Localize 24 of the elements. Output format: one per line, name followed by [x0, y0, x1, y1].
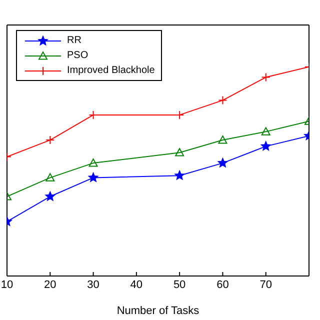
x-axis-title: Number of Tasks: [116, 305, 200, 317]
x-tick-label: 20: [44, 278, 56, 291]
x-tick-label: 70: [260, 278, 272, 291]
point: [45, 192, 55, 201]
x-tick-label: 60: [216, 278, 229, 291]
x-tick-label: 30: [87, 278, 100, 291]
point: [261, 72, 270, 82]
x-tick-label: 40: [130, 278, 143, 291]
legend-label: RR: [67, 35, 82, 46]
point: [218, 136, 228, 144]
legend-label: PSO: [67, 50, 88, 61]
point: [174, 170, 184, 180]
legend-label: Improved Blackhole: [67, 65, 155, 76]
point: [46, 173, 55, 182]
x-tick-label: 10: [0, 278, 14, 291]
point: [46, 136, 55, 145]
point: [88, 172, 98, 182]
point: [218, 96, 228, 105]
point: [261, 141, 271, 150]
point: [218, 158, 228, 168]
point: [88, 158, 98, 167]
x-tick-label: 50: [173, 278, 186, 291]
point: [261, 127, 270, 136]
point: [175, 148, 184, 156]
